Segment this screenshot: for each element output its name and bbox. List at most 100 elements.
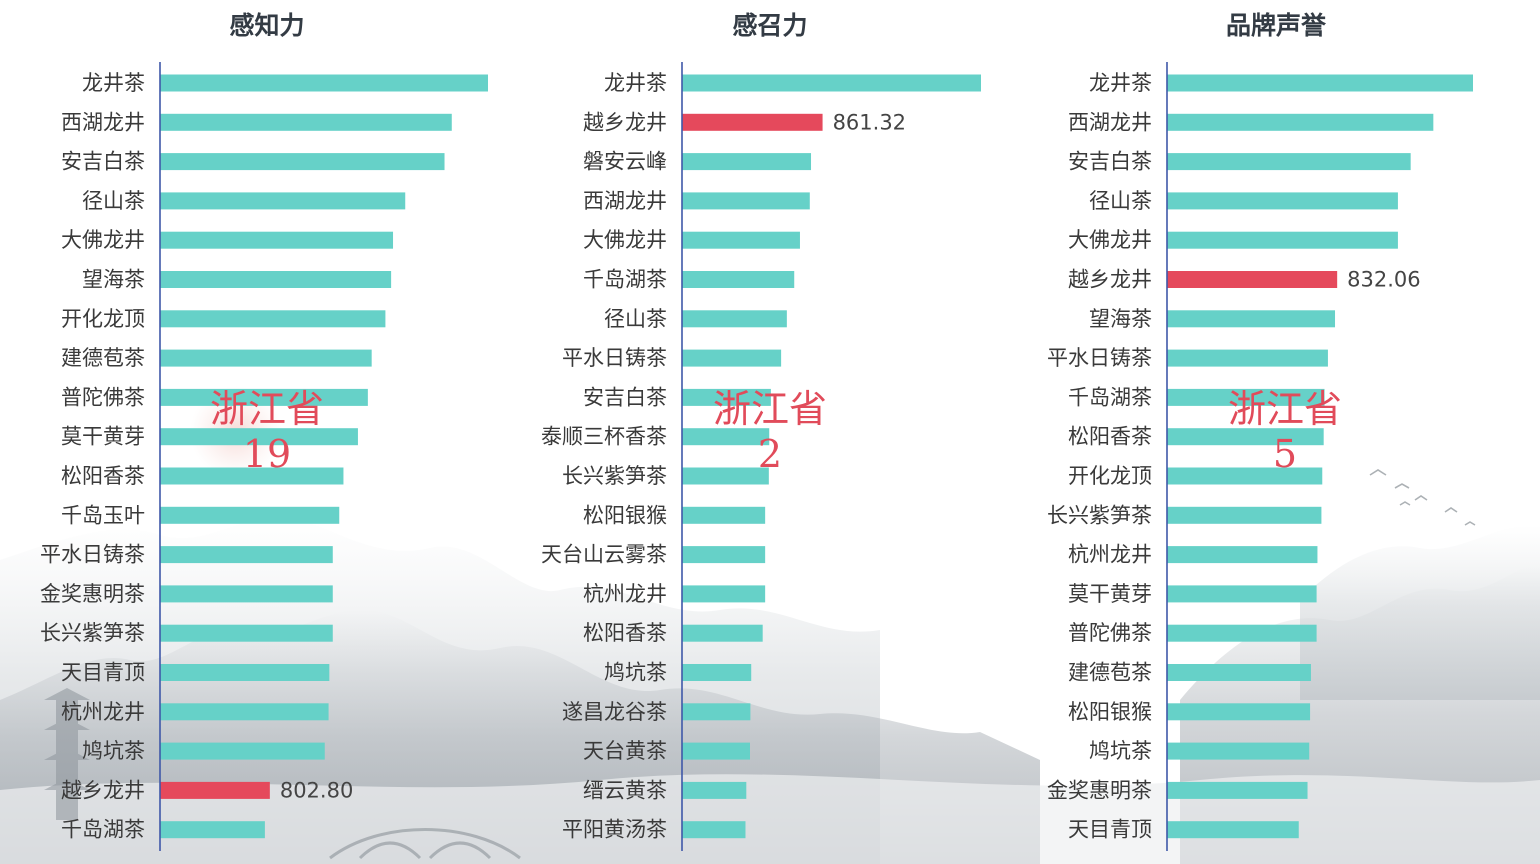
bar-highlight	[1167, 271, 1338, 288]
chart-panel-1: 感知力龙井茶西湖龙井安吉白茶径山茶大佛龙井望海茶开化龙顶建德苞茶普陀佛茶莫干黄芽…	[40, 11, 488, 851]
category-label: 松阳银猴	[1068, 700, 1152, 724]
bar	[682, 506, 766, 524]
category-label: 莫干黄芽	[1068, 582, 1152, 606]
data-label: 802.80	[280, 778, 353, 802]
bar	[160, 703, 329, 721]
category-label: 千岛玉叶	[61, 503, 145, 527]
category-label: 天台黄茶	[583, 739, 667, 763]
category-label: 望海茶	[82, 268, 145, 292]
category-label: 越乡龙井	[583, 110, 667, 134]
category-label: 开化龙顶	[1068, 464, 1152, 488]
category-label: 建德苞茶	[1068, 661, 1152, 685]
bar	[1167, 310, 1336, 328]
category-label: 天台山云雾茶	[541, 543, 667, 567]
bar	[682, 781, 747, 799]
bar	[1167, 467, 1323, 485]
category-label: 千岛湖茶	[61, 818, 145, 842]
bar	[160, 74, 488, 92]
category-label: 平水日铸茶	[40, 543, 145, 567]
chart-title: 品牌声誉	[1226, 11, 1327, 40]
bar	[160, 467, 344, 485]
bar	[1167, 546, 1318, 564]
bar	[682, 231, 800, 249]
bar	[682, 271, 795, 288]
bar	[160, 428, 358, 446]
bar	[682, 74, 981, 92]
category-label: 西湖龙井	[1068, 110, 1152, 134]
bar	[1167, 231, 1398, 249]
bar-highlight	[682, 113, 823, 131]
category-label: 开化龙顶	[61, 307, 145, 331]
category-label: 大佛龙井	[1068, 228, 1152, 252]
pagoda-decoration	[44, 688, 90, 820]
category-label: 缙云黄茶	[583, 778, 667, 802]
bar	[160, 546, 333, 564]
category-label: 西湖龙井	[61, 110, 145, 134]
bar	[1167, 388, 1325, 406]
bar	[1167, 113, 1434, 131]
bridge-decoration	[329, 828, 521, 860]
category-label: 松阳银猴	[583, 503, 667, 527]
category-label: 千岛湖茶	[1068, 385, 1152, 409]
category-label: 金奖惠明茶	[40, 582, 145, 606]
category-label: 长兴紫笋茶	[1047, 503, 1152, 527]
category-label: 望海茶	[1089, 307, 1152, 331]
bar	[682, 192, 810, 210]
category-label: 遂昌龙谷茶	[562, 700, 667, 724]
bar	[160, 192, 406, 210]
category-label: 越乡龙井	[61, 778, 145, 802]
category-label: 泰顺三杯香茶	[541, 425, 667, 449]
bar	[1167, 428, 1324, 446]
category-label: 松阳香茶	[1068, 425, 1152, 449]
chart-title: 感知力	[229, 11, 304, 40]
bar	[1167, 506, 1322, 524]
overlay-province: 浙江省	[1228, 387, 1342, 431]
right-far-mountains	[1300, 525, 1540, 700]
bar	[682, 624, 763, 642]
category-label: 径山茶	[82, 189, 145, 213]
bar	[160, 506, 340, 524]
birds-decoration	[1369, 469, 1476, 526]
overlay-rank: 2	[758, 432, 782, 476]
bar	[1167, 74, 1473, 92]
bar	[160, 742, 325, 760]
bar	[682, 388, 771, 406]
category-label: 松阳香茶	[61, 464, 145, 488]
category-label: 鸠坑茶	[82, 739, 145, 763]
bar	[160, 231, 394, 249]
bar	[682, 153, 812, 171]
bar	[682, 467, 769, 485]
bar	[682, 585, 766, 603]
category-label: 径山茶	[604, 307, 667, 331]
category-label: 杭州龙井	[61, 700, 145, 724]
category-label: 长兴紫笋茶	[562, 464, 667, 488]
category-label: 西湖龙井	[583, 189, 667, 213]
category-label: 千岛湖茶	[583, 268, 667, 292]
bar	[682, 821, 746, 839]
bar	[1167, 781, 1308, 799]
category-label: 长兴紫笋茶	[40, 621, 145, 645]
bar	[1167, 624, 1317, 642]
category-label: 龙井茶	[1089, 71, 1152, 95]
category-label: 建德苞茶	[61, 346, 145, 370]
category-label: 径山茶	[1089, 189, 1152, 213]
bar	[682, 349, 782, 367]
chart-title: 感召力	[732, 11, 807, 40]
category-label: 普陀佛茶	[61, 385, 145, 409]
category-label: 杭州龙井	[1068, 543, 1152, 567]
bar	[160, 153, 445, 171]
bar	[682, 428, 770, 446]
mist-band	[0, 774, 1540, 864]
category-label: 龙井茶	[82, 71, 145, 95]
category-label: 大佛龙井	[61, 228, 145, 252]
category-label: 磐安云峰	[583, 150, 667, 174]
bar	[682, 310, 787, 328]
category-label: 大佛龙井	[583, 228, 667, 252]
category-label: 平水日铸茶	[562, 346, 667, 370]
bar	[160, 664, 330, 681]
overlay-rank: 19	[243, 432, 291, 476]
bar	[1167, 153, 1411, 171]
overlay-rank: 5	[1273, 432, 1297, 476]
category-label: 金奖惠明茶	[1047, 778, 1152, 802]
